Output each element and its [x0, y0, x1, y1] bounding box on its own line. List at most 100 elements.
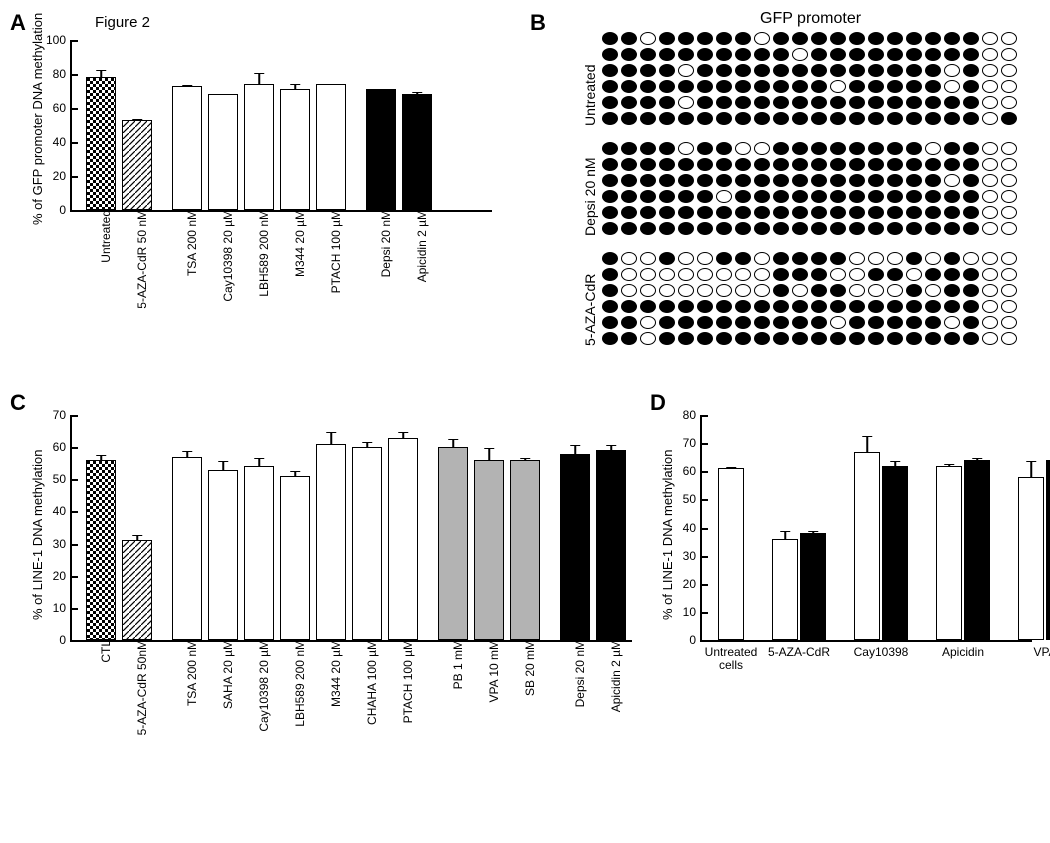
cpg-dot	[906, 32, 922, 45]
dot-row	[600, 30, 1018, 46]
cpg-dot	[982, 64, 998, 77]
cpg-dot	[868, 32, 884, 45]
cpg-dot	[602, 64, 618, 77]
cpg-dot	[849, 48, 865, 61]
cpg-dot	[925, 268, 941, 281]
cpg-dot	[1001, 284, 1017, 297]
bar-label: M344 20 µM	[289, 210, 307, 277]
cpg-dot	[754, 142, 770, 155]
bar	[366, 89, 396, 210]
bar	[244, 84, 274, 210]
cpg-dot	[982, 48, 998, 61]
cpg-dot	[678, 332, 694, 345]
cpg-dot	[963, 222, 979, 235]
cpg-dot	[716, 48, 732, 61]
group-label: Cay10398	[854, 640, 909, 659]
cpg-dot	[697, 222, 713, 235]
cpg-dot	[811, 268, 827, 281]
cpg-dot	[944, 190, 960, 203]
cpg-dot	[830, 80, 846, 93]
cpg-dot	[868, 332, 884, 345]
cpg-dot	[849, 80, 865, 93]
cpg-dot	[811, 64, 827, 77]
cpg-dot	[906, 316, 922, 329]
bar	[172, 86, 202, 210]
cpg-dot	[697, 64, 713, 77]
cpg-dot	[621, 64, 637, 77]
dot-block-label: Depsi 20 nM	[582, 157, 598, 236]
cpg-dot	[602, 206, 618, 219]
cpg-dot	[811, 300, 827, 313]
cpg-dot	[621, 222, 637, 235]
cpg-dot	[906, 142, 922, 155]
ytick: 10	[683, 605, 702, 619]
cpg-dot	[773, 206, 789, 219]
cpg-dot	[1001, 174, 1017, 187]
cpg-dot	[925, 190, 941, 203]
dot-row	[600, 282, 1018, 298]
cpg-dot	[602, 158, 618, 171]
cpg-dot	[735, 252, 751, 265]
cpg-dot	[830, 190, 846, 203]
bar	[316, 84, 346, 210]
cpg-dot	[1001, 252, 1017, 265]
cpg-dot	[963, 252, 979, 265]
ytick: 70	[53, 408, 72, 422]
bar-label: Depsi 20 nM	[375, 210, 393, 277]
bar-label: PTACH 100 µM	[325, 210, 343, 293]
cpg-dot	[811, 332, 827, 345]
cpg-dot	[849, 332, 865, 345]
cpg-dot	[830, 268, 846, 281]
cpg-dot	[792, 284, 808, 297]
cpg-dot	[640, 332, 656, 345]
cpg-dot	[963, 112, 979, 125]
cpg-dot	[621, 174, 637, 187]
panel-c-label: C	[10, 390, 26, 416]
cpg-dot	[754, 112, 770, 125]
cpg-dot	[906, 158, 922, 171]
cpg-dot	[621, 96, 637, 109]
cpg-dot	[830, 158, 846, 171]
cpg-dot	[982, 96, 998, 109]
cpg-dot	[792, 32, 808, 45]
cpg-dot	[716, 222, 732, 235]
cpg-dot	[887, 300, 903, 313]
cpg-dot	[754, 96, 770, 109]
cpg-dot	[773, 284, 789, 297]
cpg-dot	[640, 80, 656, 93]
cpg-dot	[621, 252, 637, 265]
cpg-dot	[868, 300, 884, 313]
bar-label: 5-AZA-CdR 50 nM	[131, 210, 149, 309]
cpg-dot	[830, 206, 846, 219]
cpg-dot	[887, 206, 903, 219]
bar-label: Cay10398 20 µM	[253, 640, 271, 732]
cpg-dot	[811, 80, 827, 93]
cpg-dot	[640, 174, 656, 187]
cpg-dot	[925, 316, 941, 329]
cpg-dot	[925, 96, 941, 109]
cpg-dot	[659, 332, 675, 345]
cpg-dot	[849, 252, 865, 265]
cpg-dot	[697, 190, 713, 203]
group-label: Untreatedcells	[705, 640, 758, 672]
cpg-dot	[640, 222, 656, 235]
cpg-dot	[792, 142, 808, 155]
bar-label: TSA 200 nM	[181, 210, 199, 276]
cpg-dot	[963, 300, 979, 313]
cpg-dot	[659, 80, 675, 93]
cpg-dot	[735, 332, 751, 345]
cpg-dot	[944, 80, 960, 93]
cpg-dot	[697, 32, 713, 45]
cpg-dot	[887, 80, 903, 93]
cpg-dot	[735, 48, 751, 61]
dot-row	[600, 250, 1018, 266]
ytick: 40	[53, 504, 72, 518]
cpg-dot	[982, 112, 998, 125]
bar	[352, 447, 382, 640]
cpg-dot	[678, 206, 694, 219]
bar-label: CTL	[95, 640, 113, 663]
cpg-dot	[849, 174, 865, 187]
cpg-dot	[773, 222, 789, 235]
panel-b: B GFP promoter UntreatedDepsi 20 nM5-AZA…	[530, 10, 1040, 350]
cpg-dot	[1001, 332, 1017, 345]
